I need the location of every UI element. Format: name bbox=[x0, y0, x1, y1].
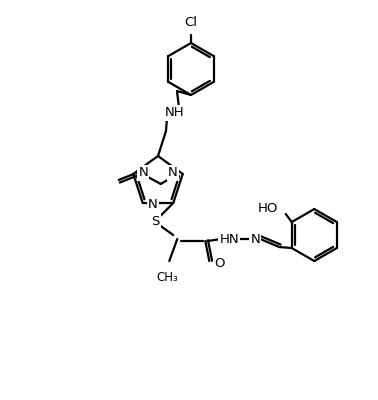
Text: Cl: Cl bbox=[184, 16, 197, 29]
Text: CH₃: CH₃ bbox=[156, 271, 178, 284]
Text: N: N bbox=[250, 232, 260, 246]
Text: HO: HO bbox=[257, 202, 278, 214]
Text: NH: NH bbox=[165, 106, 185, 120]
Text: S: S bbox=[151, 214, 160, 228]
Text: HN: HN bbox=[220, 232, 239, 246]
Text: O: O bbox=[214, 256, 225, 270]
Text: N: N bbox=[148, 198, 158, 210]
Text: N: N bbox=[138, 166, 148, 180]
Text: N: N bbox=[168, 166, 178, 180]
